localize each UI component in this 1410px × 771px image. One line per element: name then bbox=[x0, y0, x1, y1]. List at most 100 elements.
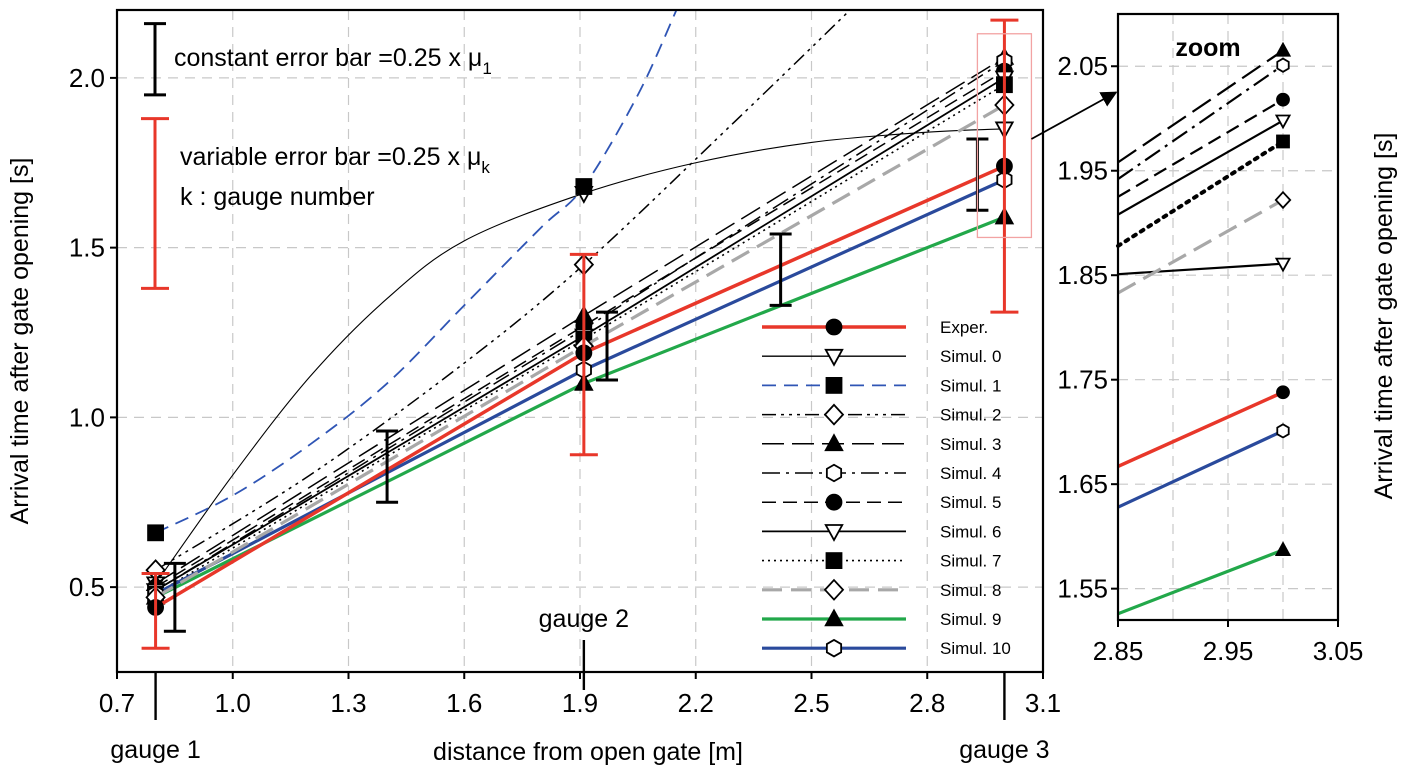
main-x-tick-label: 1.3 bbox=[330, 688, 366, 718]
variable-error-bar bbox=[141, 572, 170, 650]
point-simul-1 bbox=[147, 524, 164, 542]
main-chart-grid bbox=[117, 10, 1043, 672]
variable-error-bar bbox=[569, 252, 598, 457]
main-chart-error-bars bbox=[141, 18, 1019, 650]
zoom-y-tick-labels: 1.55 1.65 1.75 1.85 1.95 2.05 bbox=[1057, 51, 1118, 604]
zoom-series-simul-0 bbox=[1117, 257, 1292, 276]
gauge-markers: gauge 1 gauge 2 gauge 3 bbox=[110, 605, 1049, 764]
legend-item-exper: Exper. bbox=[762, 318, 988, 337]
main-x-tick-label: 0.7 bbox=[99, 688, 135, 718]
zoom-chart-grid bbox=[1118, 14, 1338, 620]
zoom-point-simul-3 bbox=[1274, 41, 1292, 57]
main-y-tick-labels: 0.5 1.0 1.5 2.0 bbox=[69, 63, 117, 602]
series-line-simul-1 bbox=[155, 10, 678, 534]
constant-error-bar-sample bbox=[144, 22, 166, 97]
zoom-series-line bbox=[1117, 390, 1284, 469]
zoom-x-tick-label: 3.05 bbox=[1313, 636, 1364, 666]
series-line-simul-3 bbox=[155, 56, 1005, 585]
gauge-label: gauge 3 bbox=[959, 736, 1049, 764]
zoom-series-line bbox=[1117, 119, 1284, 216]
zoom-point-simul-9 bbox=[1274, 541, 1292, 556]
zoom-x-tick-label: 2.95 bbox=[1203, 636, 1254, 666]
legend-label: Exper. bbox=[940, 318, 988, 337]
constant-error-bar bbox=[376, 429, 399, 504]
series-line-simul-2 bbox=[155, 10, 851, 571]
main-y-tick-label: 1.5 bbox=[69, 233, 105, 263]
main-y-tick-label: 2.0 bbox=[69, 63, 105, 93]
legend-label: Simul. 0 bbox=[940, 347, 1001, 366]
legend-label: Simul. 6 bbox=[940, 522, 1001, 541]
legend-item-simul-3: Simul. 3 bbox=[762, 433, 1001, 454]
legend-marker bbox=[825, 376, 843, 394]
zoom-series-line bbox=[1116, 139, 1285, 248]
zoom-series-line bbox=[1117, 198, 1284, 295]
main-y-tick-label: 1.0 bbox=[69, 402, 105, 432]
legend-marker bbox=[825, 318, 843, 336]
main-y-tick-label: 0.5 bbox=[69, 572, 105, 602]
main-y-axis-title: Arrival time after gate opening [s] bbox=[6, 158, 34, 525]
legend-item-simul-6: Simul. 6 bbox=[762, 522, 1001, 542]
legend-label: Simul. 5 bbox=[940, 493, 1001, 512]
zoom-y-axis-title: Arrival time after gate opening [s] bbox=[1370, 133, 1398, 500]
legend-item-simul-8: Simul. 8 bbox=[762, 578, 1001, 601]
main-x-axis-title: distance from open gate [m] bbox=[433, 738, 743, 766]
series-line-simul-0 bbox=[155, 128, 1005, 585]
main-x-tick-label: 2.8 bbox=[909, 688, 945, 718]
zoom-series-line bbox=[1117, 98, 1284, 198]
legend-item-simul-0: Simul. 0 bbox=[762, 347, 1001, 367]
zoom-series-line bbox=[1117, 262, 1284, 276]
zoom-point-simul-8 bbox=[1274, 190, 1292, 210]
zoom-series-simul-9 bbox=[1117, 541, 1292, 616]
constant-error-bar-note: constant error bar =0.25 x μ1 bbox=[174, 44, 492, 78]
gauge-label: gauge 1 bbox=[110, 736, 200, 764]
legend-label: Simul. 9 bbox=[940, 610, 1001, 629]
main-x-tick-label: 1.0 bbox=[215, 688, 251, 718]
legend-marker bbox=[825, 463, 843, 483]
series-simul-1 bbox=[147, 10, 678, 542]
constant-error-bar bbox=[596, 310, 619, 382]
zoom-series-simul-10 bbox=[1117, 423, 1290, 509]
zoom-x-tick-label: 2.85 bbox=[1093, 636, 1144, 666]
zoom-y-tick-label: 1.55 bbox=[1057, 574, 1108, 604]
zoom-arrow bbox=[1030, 91, 1118, 140]
zoom-series-line bbox=[1117, 64, 1284, 180]
zoom-series-line bbox=[1117, 49, 1284, 164]
zoom-region-box bbox=[976, 33, 1033, 239]
zoom-point-exper bbox=[1276, 385, 1290, 400]
zoom-y-tick-label: 1.75 bbox=[1057, 365, 1108, 395]
legend-marker bbox=[824, 608, 844, 627]
gauge-marker-1: gauge 1 bbox=[110, 672, 201, 764]
point-simul-1 bbox=[575, 178, 593, 195]
main-x-tick-label: 2.2 bbox=[678, 688, 714, 718]
zoom-point-simul-10 bbox=[1276, 423, 1290, 439]
zoom-y-tick-label: 2.05 bbox=[1057, 51, 1108, 81]
legend-marker bbox=[824, 433, 844, 452]
legend-marker bbox=[824, 524, 844, 542]
legend-label: Simul. 7 bbox=[940, 552, 1001, 571]
main-x-tick-labels: 0.7 1.0 1.3 1.6 1.9 2.2 2.5 2.8 3.1 bbox=[99, 672, 1061, 718]
zoom-series-line bbox=[1117, 429, 1284, 509]
legend-label: Simul. 2 bbox=[940, 406, 1001, 425]
legend-item-simul-7: Simul. 7 bbox=[762, 552, 1001, 571]
zoom-chart-series bbox=[1116, 41, 1292, 616]
legend-item-simul-9: Simul. 9 bbox=[762, 608, 1001, 629]
legend-marker bbox=[824, 348, 844, 367]
legend-label: Simul. 3 bbox=[940, 435, 1001, 454]
zoom-y-tick-label: 1.95 bbox=[1057, 156, 1108, 186]
variable-error-bar-sample bbox=[141, 117, 169, 290]
zoom-series-line bbox=[1117, 548, 1284, 616]
zoom-series-simul-8 bbox=[1117, 190, 1292, 295]
gauge-number-note: k : gauge number bbox=[180, 183, 375, 211]
zoom-series-simul-7 bbox=[1116, 134, 1290, 248]
legend-label: Simul. 10 bbox=[940, 639, 1011, 658]
zoom-point-simul-0 bbox=[1274, 257, 1292, 273]
zoom-point-simul-4 bbox=[1276, 57, 1290, 73]
zoom-series-simul-3 bbox=[1117, 41, 1292, 164]
series-simul-2 bbox=[145, 10, 851, 582]
zoom-series-simul-5 bbox=[1117, 92, 1290, 198]
legend-marker bbox=[825, 638, 843, 658]
gauge-marker-3: gauge 3 bbox=[959, 672, 1050, 764]
zoom-chart-title: zoom bbox=[1175, 34, 1240, 62]
variable-error-bar bbox=[990, 18, 1019, 314]
